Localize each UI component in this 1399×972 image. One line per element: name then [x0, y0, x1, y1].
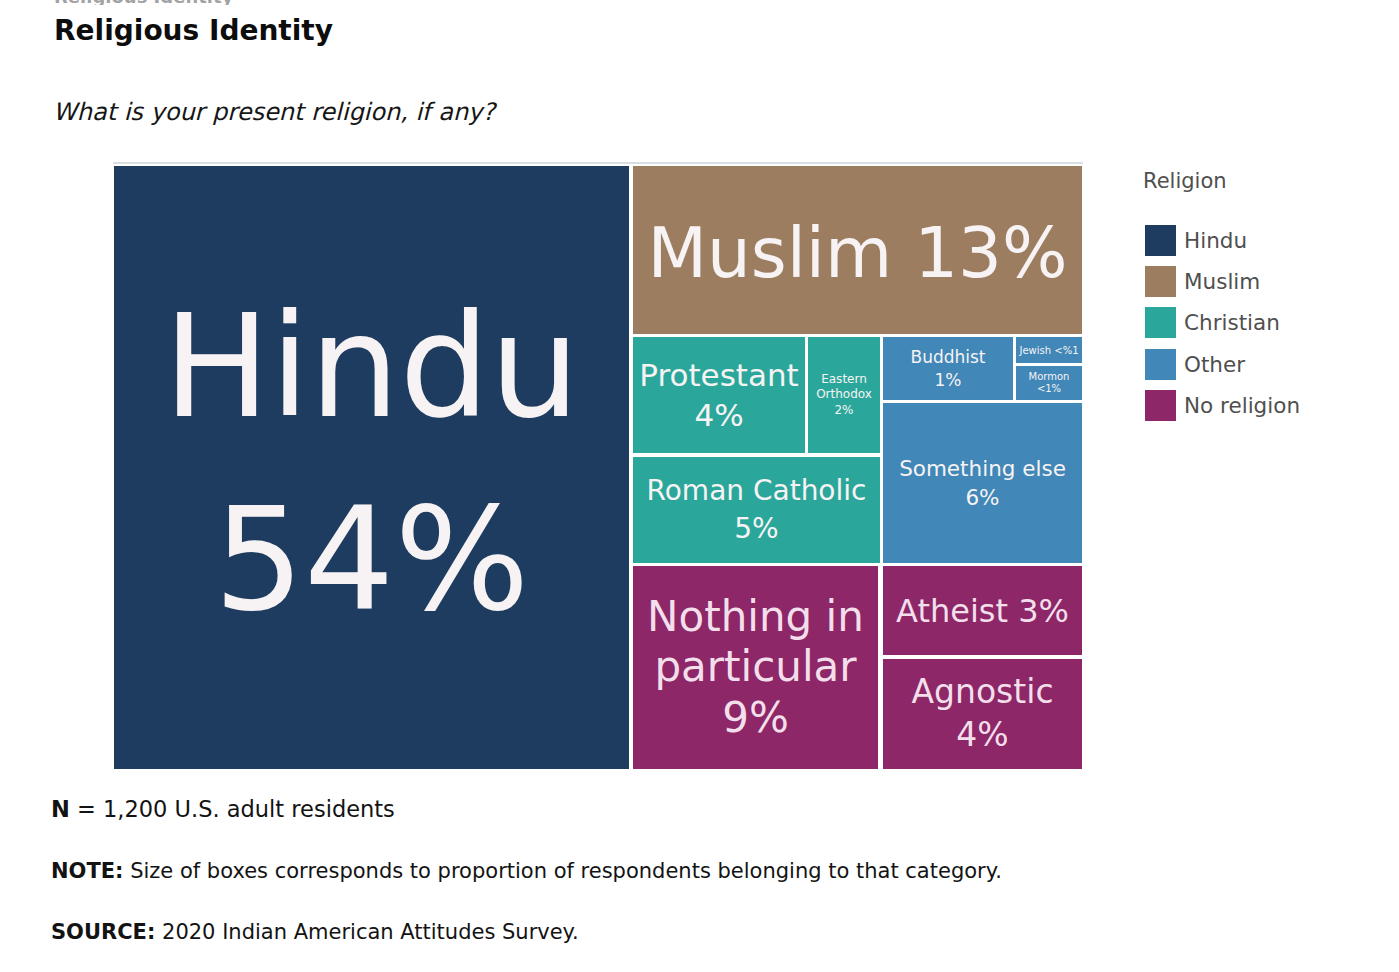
cell-label: Muslim 13%: [647, 213, 1067, 293]
treemap-cell-buddhist[interactable]: Buddhist 1%: [883, 337, 1013, 400]
legend-swatch-christian: [1145, 307, 1176, 338]
treemap-cell-mormon[interactable]: Mormon <1%: [1016, 366, 1082, 400]
cell-value: 4%: [956, 714, 1008, 757]
cell-label: Atheist 3%: [896, 592, 1069, 630]
chart-title: Religious Identity: [54, 14, 333, 47]
sample-size-text: = 1,200 U.S. adult residents: [70, 796, 395, 822]
note-label: NOTE:: [51, 859, 124, 883]
legend-item-other[interactable]: Other: [1145, 349, 1245, 380]
cell-label: Agnostic: [911, 671, 1053, 714]
note-line: NOTE: Size of boxes corresponds to propo…: [51, 859, 1002, 883]
cell-label: Mormon: [1029, 371, 1070, 384]
cell-label: Eastern: [821, 372, 867, 388]
cell-label: Jewish <%1: [1019, 345, 1078, 356]
treemap-cell-something-else[interactable]: Something else 6%: [883, 403, 1082, 563]
legend-swatch-no-religion: [1145, 390, 1176, 421]
cell-value: 1%: [935, 369, 962, 391]
legend-item-christian[interactable]: Christian: [1145, 307, 1280, 338]
chart-question: What is your present religion, if any?: [53, 98, 495, 126]
legend-label: No religion: [1184, 393, 1300, 418]
cell-value: <1%: [1037, 383, 1061, 396]
treemap-cell-nothing-in-particular[interactable]: Nothing in particular 9%: [633, 566, 878, 769]
treemap-cell-jewish[interactable]: Jewish <%1: [1016, 337, 1082, 363]
legend-swatch-muslim: [1145, 266, 1176, 297]
clipped-top-text: Religious Identity: [54, 0, 314, 5]
legend-item-muslim[interactable]: Muslim: [1145, 266, 1260, 297]
cell-value: 9%: [722, 693, 789, 743]
cell-label: Something else: [899, 454, 1066, 483]
source-line: SOURCE: 2020 Indian American Attitudes S…: [51, 920, 579, 944]
legend-label: Other: [1184, 352, 1245, 377]
legend-label: Hindu: [1184, 228, 1247, 253]
cell-label: Buddhist: [910, 346, 985, 368]
note-text: Size of boxes corresponds to proportion …: [124, 859, 1002, 883]
sample-size-note: N = 1,200 U.S. adult residents: [51, 796, 395, 822]
cell-value: 5%: [734, 510, 778, 548]
legend-swatch-hindu: [1145, 225, 1176, 256]
cell-label: Roman Catholic: [647, 472, 867, 510]
cell-value: 2%: [834, 403, 853, 419]
legend-label: Christian: [1184, 310, 1280, 335]
cell-value: 54%: [163, 463, 579, 656]
source-text: 2020 Indian American Attitudes Survey.: [155, 920, 578, 944]
treemap: Hindu 54% Muslim 13% Protestant 4% Easte…: [113, 164, 1083, 770]
treemap-cell-muslim[interactable]: Muslim 13%: [633, 166, 1082, 334]
treemap-cell-atheist[interactable]: Atheist 3%: [883, 566, 1082, 655]
cell-value: 6%: [965, 483, 999, 512]
treemap-cell-roman-catholic[interactable]: Roman Catholic 5%: [633, 457, 880, 563]
cell-label: Nothing in: [647, 592, 864, 642]
legend-item-no-religion[interactable]: No religion: [1145, 390, 1300, 421]
cell-label: particular: [654, 642, 856, 692]
cell-label: Orthodox: [816, 387, 872, 403]
treemap-cell-protestant[interactable]: Protestant 4%: [633, 337, 805, 453]
treemap-cell-agnostic[interactable]: Agnostic 4%: [883, 659, 1082, 769]
source-label: SOURCE:: [51, 920, 155, 944]
treemap-cell-hindu[interactable]: Hindu 54%: [114, 166, 629, 769]
treemap-cell-eastern-orthodox[interactable]: Eastern Orthodox 2%: [808, 337, 880, 453]
sample-size-label: N: [51, 796, 70, 822]
legend-swatch-other: [1145, 349, 1176, 380]
legend-title: Religion: [1143, 169, 1227, 193]
legend-item-hindu[interactable]: Hindu: [1145, 225, 1247, 256]
cell-label: Protestant: [639, 355, 799, 395]
cell-value: 4%: [694, 395, 743, 435]
cell-label: Hindu: [163, 270, 579, 463]
legend-label: Muslim: [1184, 269, 1260, 294]
